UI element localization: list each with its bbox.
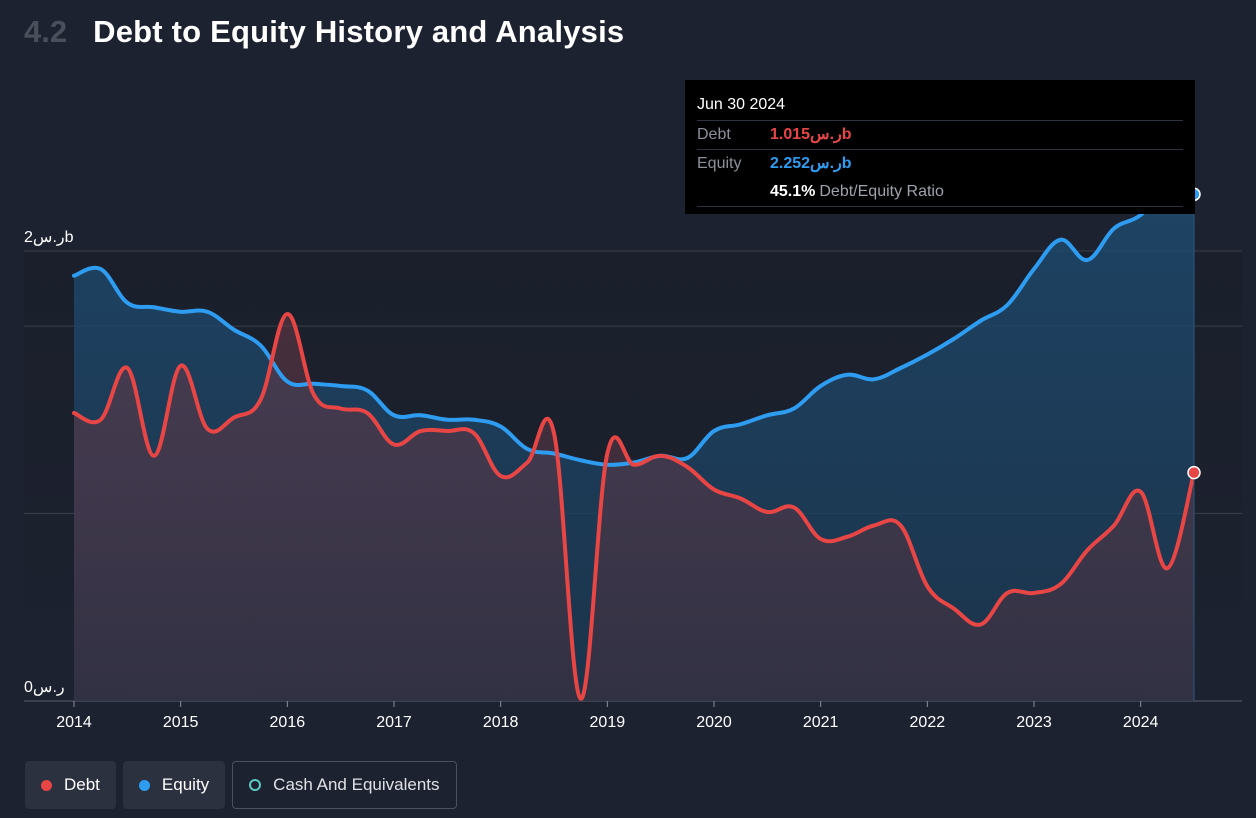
tooltip-ratio-label: Debt/Equity Ratio xyxy=(819,183,944,200)
x-tick-label: 2017 xyxy=(376,714,412,731)
tooltip-equity-row: Equity 2.252ر.سb xyxy=(697,149,1183,178)
legend-cash-label: Cash And Equivalents xyxy=(273,775,440,794)
legend-cash-toggle[interactable]: Cash And Equivalents xyxy=(232,761,457,809)
legend-equity-label: Equity xyxy=(161,775,210,794)
equity-dot-icon xyxy=(138,779,150,791)
page-title: Debt to Equity History and Analysis xyxy=(93,14,625,49)
tooltip-equity-value: 2.252ر.سb xyxy=(770,155,852,172)
debt-line xyxy=(72,312,1196,701)
x-tick-label: 2019 xyxy=(590,714,626,731)
hover-tooltip: Jun 30 2024 Debt 1.015ر.سb Equity 2.252ر… xyxy=(685,80,1195,214)
x-tick-label: 2023 xyxy=(1016,714,1052,731)
x-tick-label: 2021 xyxy=(803,714,839,731)
tooltip-date: Jun 30 2024 xyxy=(697,96,786,113)
tooltip-ratio-row: 45.1% Debt/Equity Ratio xyxy=(697,178,1183,206)
tooltip-debt-value: 1.015ر.سb xyxy=(770,126,852,143)
x-tick-label: 2015 xyxy=(163,714,199,731)
y-tick-label: 2ر.سb xyxy=(24,229,74,246)
x-tick-label: 2020 xyxy=(696,714,732,731)
equity-line xyxy=(72,182,1196,467)
cash-ring-icon xyxy=(249,779,262,791)
tooltip-divider xyxy=(697,206,1183,207)
chart-legend: Debt Equity Cash And Equivalents xyxy=(25,761,457,809)
debt-dot-icon xyxy=(41,779,52,791)
tooltip-debt-label: Debt xyxy=(697,126,731,143)
tooltip-equity-label: Equity xyxy=(697,155,742,172)
y-tick-label: 0ر.س xyxy=(24,679,65,696)
chart-header: 4.2 Debt to Equity History and Analysis xyxy=(24,14,624,54)
tooltip-debt-row: Debt 1.015ر.سb xyxy=(697,120,1183,149)
legend-debt-toggle[interactable]: Debt xyxy=(25,761,116,809)
x-tick-label: 2024 xyxy=(1123,714,1159,731)
tooltip-ratio-value: 45.1% xyxy=(770,183,816,200)
legend-equity-toggle[interactable]: Equity xyxy=(122,761,226,809)
x-tick-label: 2016 xyxy=(270,714,306,731)
x-tick-label: 2022 xyxy=(910,714,946,731)
x-tick-label: 2018 xyxy=(483,714,519,731)
section-number: 4.2 xyxy=(24,14,68,49)
legend-debt-label: Debt xyxy=(64,775,100,794)
debt-equity-chart[interactable]: 2ر.سb 0ر.س 2014 2015 2016 2017 2018 2019 2020 20… xyxy=(0,0,1256,750)
debt-hover-point xyxy=(1187,465,1201,480)
x-tick-label: 2014 xyxy=(56,714,92,731)
